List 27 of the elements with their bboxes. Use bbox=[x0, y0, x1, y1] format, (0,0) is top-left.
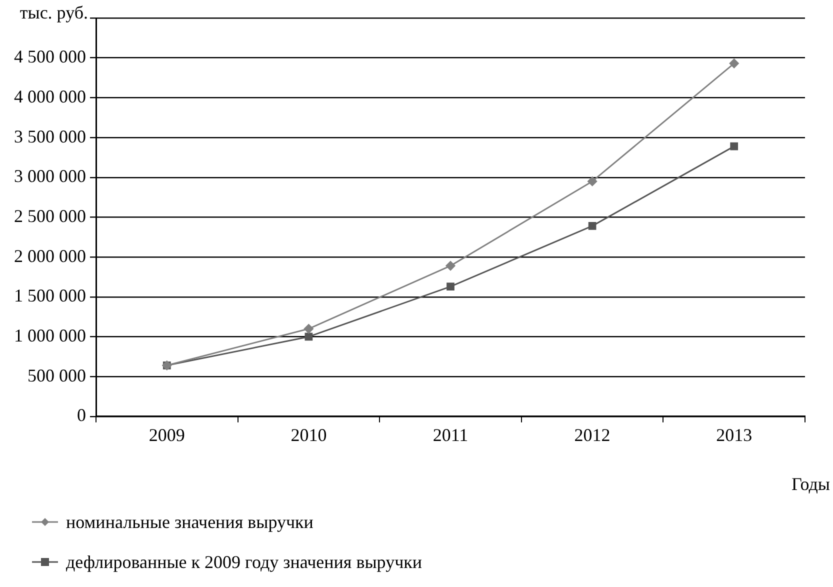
x-tick-label: 2013 bbox=[716, 424, 752, 445]
point bbox=[729, 58, 739, 68]
y-tick-label: 4 500 000 bbox=[14, 46, 86, 67]
x-tick-label: 2009 bbox=[148, 424, 185, 445]
legend-label: номинальные значения выручки bbox=[66, 512, 314, 532]
y-axis-title: тыс. руб. bbox=[20, 2, 88, 23]
y-tick-label: 2 500 000 bbox=[14, 206, 86, 226]
point bbox=[730, 142, 738, 150]
point bbox=[588, 176, 598, 186]
y-tick-label: 1 500 000 bbox=[14, 286, 86, 306]
legend-label: дефлированные к 2009 году значения выручки bbox=[66, 552, 422, 572]
y-tick-label: 0 bbox=[77, 405, 86, 426]
point bbox=[446, 282, 454, 290]
y-tick-label: 1 000 000 bbox=[14, 325, 86, 346]
x-tick-label: 2012 bbox=[574, 424, 610, 445]
x-tick-label: 2010 bbox=[290, 424, 327, 445]
point bbox=[446, 261, 456, 271]
point bbox=[304, 332, 313, 341]
point bbox=[588, 222, 596, 230]
y-tick-label: 4 000 000 bbox=[14, 86, 86, 106]
point bbox=[304, 324, 314, 334]
x-tick-label: 2011 bbox=[432, 424, 468, 445]
y-tick-label: 2 000 000 bbox=[14, 246, 86, 266]
y-tick-label: 3 000 000 bbox=[14, 166, 86, 186]
y-tick-label: 3 500 000 bbox=[14, 126, 86, 146]
x-axis-title: Годы bbox=[791, 474, 830, 494]
y-tick-label: 500 000 bbox=[28, 365, 86, 386]
